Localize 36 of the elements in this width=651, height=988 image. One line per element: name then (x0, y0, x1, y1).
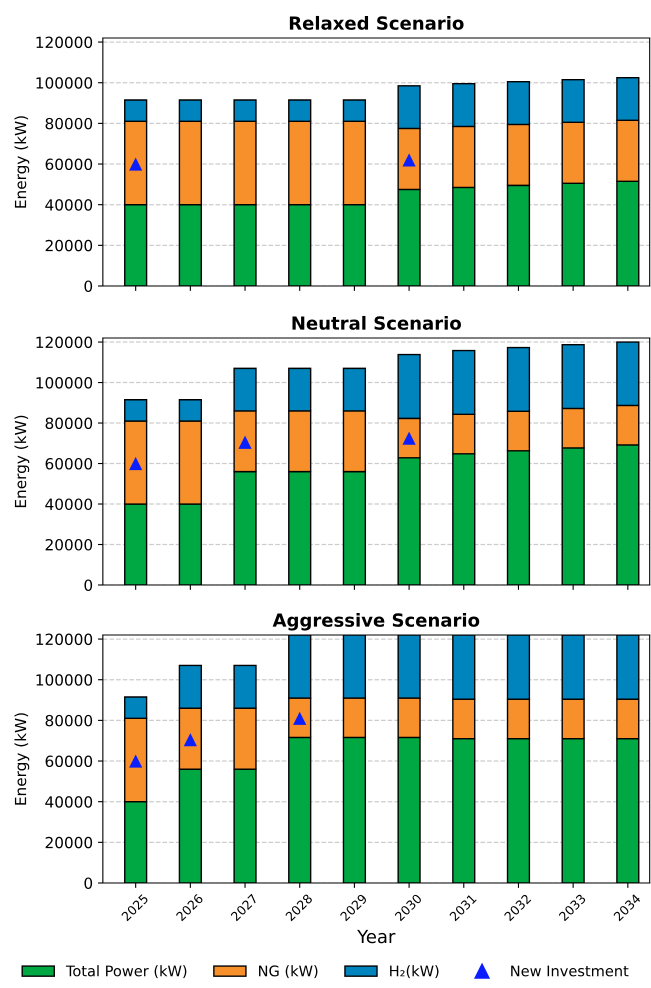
y-tick-label: 100000 (36, 377, 92, 389)
point (184, 733, 197, 746)
y-tick-label: 0 (84, 579, 92, 592)
x-axis-title: Year (357, 930, 396, 944)
point (129, 754, 142, 768)
chart-title: Relaxed Scenario (290, 16, 464, 30)
y-tick-label: 100000 (36, 77, 92, 89)
y-tick-label: 120000 (36, 634, 92, 646)
y-tick-label: 120000 (36, 36, 92, 48)
y-tick-label: 80000 (46, 118, 92, 130)
y-tick-label: 100000 (36, 674, 92, 686)
point (238, 436, 252, 449)
y-tick-label: 60000 (46, 756, 92, 768)
legend-label: H₂(kW) (390, 965, 438, 978)
y-tick-label: 40000 (45, 199, 92, 211)
point (129, 456, 142, 470)
y-tick-label: 0 (84, 877, 92, 890)
y-axis-title: Energy (kW) (14, 116, 30, 208)
y-tick-label: 40000 (45, 796, 92, 808)
legend-label: Total Power (kW) (66, 965, 186, 978)
y-tick-label: 0 (84, 280, 92, 292)
chart-title: Aggressive Scenario (272, 612, 480, 631)
y-tick-label: 80000 (46, 714, 92, 726)
y-tick-label: 120000 (36, 336, 92, 348)
y-tick-label: 60000 (46, 458, 92, 470)
y-tick-label: 40000 (45, 498, 92, 510)
legend-label: New Investment (511, 966, 628, 976)
y-tick-label: 20000 (46, 836, 92, 848)
legend-label: NG (kW) (259, 965, 318, 978)
y-tick-label: 20000 (46, 240, 92, 252)
y-axis-title: Energy (kW) (14, 416, 30, 508)
chart-title: Neutral Scenario (292, 316, 461, 330)
y-tick-label: 60000 (46, 158, 92, 170)
y-tick-label: 80000 (46, 418, 92, 430)
y-axis-title: Energy (kW) (14, 713, 30, 805)
y-tick-label: 20000 (46, 538, 92, 551)
